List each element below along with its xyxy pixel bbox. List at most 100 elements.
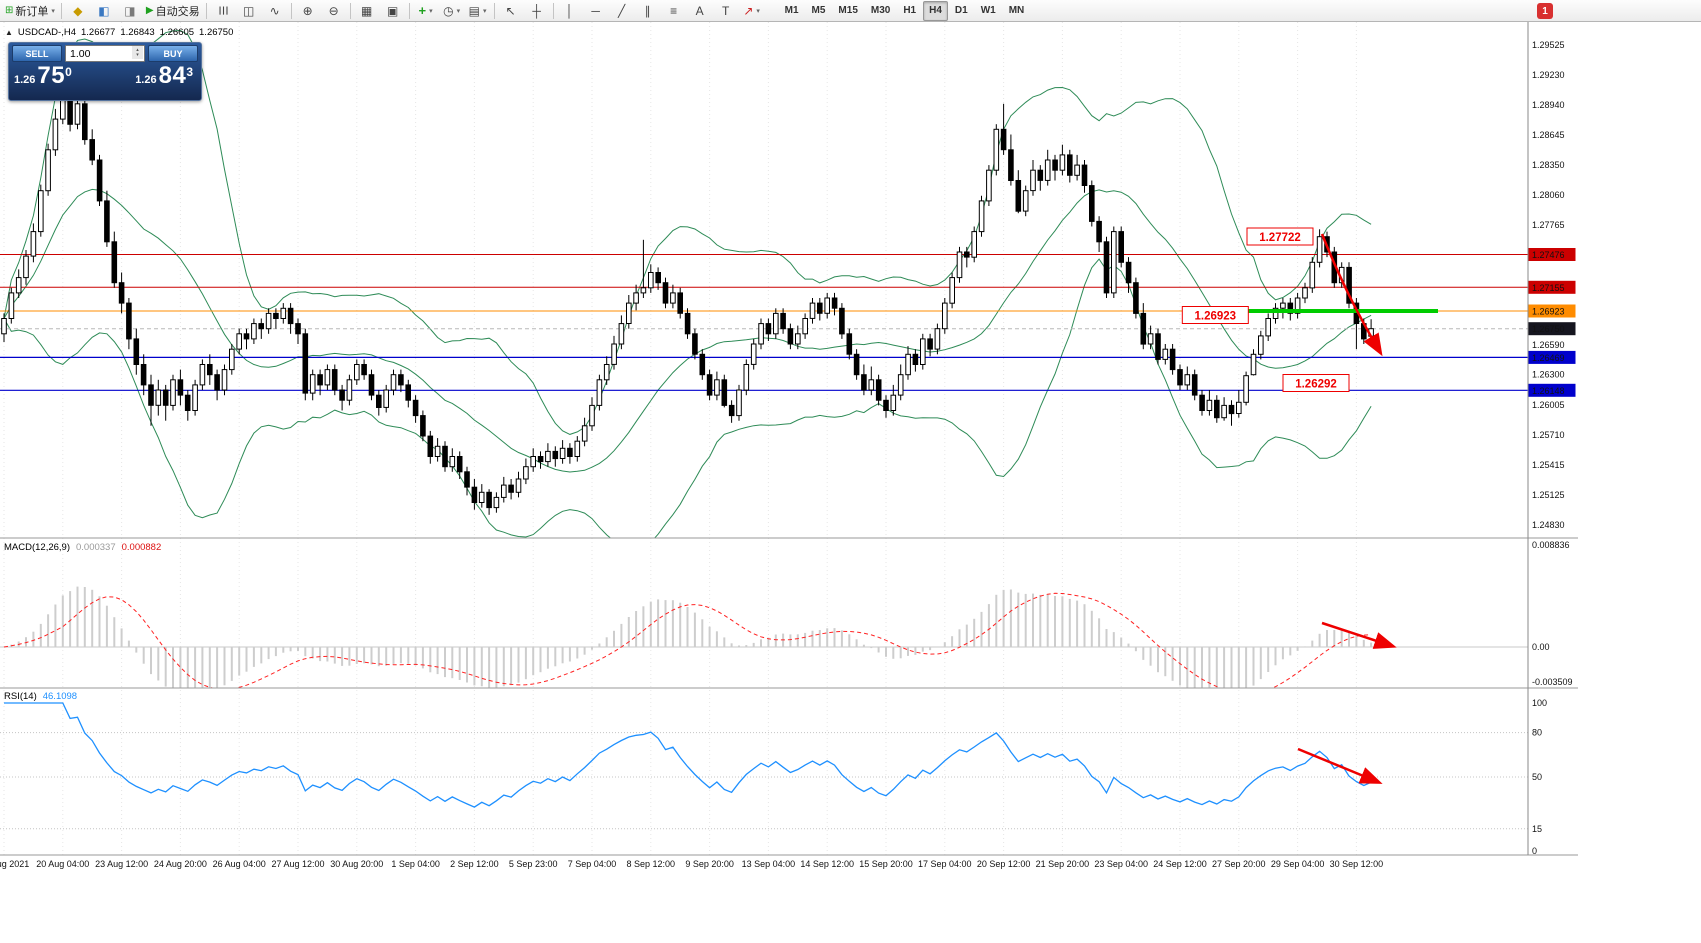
rsi-name: RSI(14) [4, 691, 37, 702]
trendline-tool-button[interactable]: ╱ [609, 1, 635, 21]
separator [408, 2, 410, 19]
candle [765, 323, 772, 335]
rsi-axis-label: 0 [1532, 846, 1537, 856]
candle [339, 389, 345, 401]
bid-price[interactable]: 1.26 75 0 [14, 64, 72, 88]
candle [1140, 312, 1147, 345]
cascade-windows-button[interactable]: ▣ [380, 1, 406, 21]
candle [978, 200, 985, 233]
sell-button[interactable]: SELL [12, 45, 62, 62]
rsi-axis-label: 80 [1532, 728, 1542, 738]
price-axis-label: 1.26300 [1532, 370, 1565, 380]
candle [1059, 154, 1066, 171]
time-label: 17 Sep 04:00 [918, 859, 972, 869]
timeframe-m5[interactable]: M5 [811, 5, 826, 16]
candle [155, 389, 162, 406]
candle [1243, 375, 1249, 403]
crosshair-tool-button[interactable]: ┼ [524, 1, 550, 21]
crosshair-icon: ┼ [532, 3, 541, 18]
period-button[interactable]: ◷ ▾ [439, 1, 465, 21]
candle [677, 292, 684, 314]
candle [331, 369, 338, 391]
zoom-in-button[interactable]: ⊕ [295, 1, 321, 21]
candle [1037, 169, 1044, 181]
rsi-layer [0, 702, 1528, 830]
timeframe-d1[interactable]: D1 [954, 5, 968, 16]
candle [295, 323, 301, 335]
candle [817, 302, 823, 314]
candlestick-chart-button[interactable]: ◫ [236, 1, 262, 21]
candle [346, 379, 353, 401]
timeframe-m1[interactable]: M1 [784, 5, 799, 16]
spinner-up-icon: ▴ [136, 46, 139, 53]
candle [287, 307, 294, 325]
timeframe-w1[interactable]: W1 [980, 5, 996, 16]
template-button[interactable]: ▤ ▾ [465, 1, 491, 21]
horizontal-line-tool-button[interactable]: ─ [583, 1, 609, 21]
candle [52, 118, 59, 151]
timeframe-m30[interactable]: M30 [870, 5, 891, 16]
volume-spinner[interactable]: ▴ ▾ [132, 46, 143, 59]
candle [934, 328, 941, 350]
cursor-tool-button[interactable]: ↖ [498, 1, 524, 21]
data-window-button[interactable]: ◧ [91, 1, 117, 21]
bollinger-upper-line [3, 29, 1372, 435]
candle [192, 384, 198, 411]
candle [1133, 282, 1139, 314]
one-click-panel-toggle[interactable]: ▲ [5, 28, 13, 37]
candle [273, 312, 279, 319]
candle [118, 282, 125, 304]
tile-windows-button[interactable]: ▦ [354, 1, 380, 21]
terminal-button[interactable]: ◨ [117, 1, 143, 21]
time-label: 24 Aug 20:00 [154, 859, 207, 869]
fibonacci-tool-button[interactable]: ≡ [661, 1, 687, 21]
candle [714, 379, 720, 396]
candle [1044, 159, 1051, 181]
new-order-button[interactable]: ⊞ 新订单 ▾ [2, 1, 58, 21]
candle [1125, 261, 1132, 284]
autotrading-button[interactable]: ▶ 自动交易 [143, 1, 203, 21]
chevron-down-icon: ▾ [483, 7, 487, 15]
candle [559, 447, 566, 459]
candle [280, 307, 287, 319]
timeframe-h1[interactable]: H1 [903, 5, 917, 16]
arrows-tool-button[interactable]: ↗ ▾ [739, 1, 765, 21]
macd-axis-label: 0.008836 [1532, 540, 1570, 550]
candle [170, 379, 176, 406]
bar-chart-button[interactable]: ☰ [210, 1, 236, 21]
price-tag-text: 1.26469 [1532, 353, 1565, 363]
candle [376, 394, 382, 409]
ask-price[interactable]: 1.26 84 3 [135, 64, 193, 88]
macd-signal-line [3, 592, 1372, 688]
ask-big-digits: 84 [158, 62, 187, 89]
toolbar: ⊞ 新订单 ▾ ◆ ◧ ◨ ▶ 自动交易 ☰ ◫ ∿ ⊕ [0, 0, 1701, 22]
chart-canvas[interactable]: 1.27722 1.26923 1.26292 18 Aug 2021 20 Aug 0… [0, 22, 1578, 943]
text-tool-button[interactable]: A [687, 1, 713, 21]
candle [508, 484, 514, 493]
new-chart-button[interactable]: + ▾ [413, 1, 439, 21]
arrow-tool-icon: ↗ [743, 3, 754, 18]
notification-badge[interactable]: 1 [1537, 3, 1553, 19]
buy-button[interactable]: BUY [148, 45, 198, 62]
chevron-down-icon: ▾ [756, 7, 760, 15]
channel-tool-button[interactable]: ∥ [635, 1, 661, 21]
timeframe-mn[interactable]: MN [1008, 5, 1025, 16]
vertical-line-tool-button[interactable]: │ [557, 1, 583, 21]
timeframe-h4[interactable]: H4 [923, 0, 948, 21]
market-watch-icon: ◆ [73, 3, 83, 18]
candle [383, 389, 389, 408]
line-chart-button[interactable]: ∿ [262, 1, 288, 21]
candle [324, 369, 331, 386]
volume-input[interactable] [68, 46, 132, 61]
candle [1302, 287, 1308, 299]
label-tool-button[interactable]: T [713, 1, 739, 21]
candle [1287, 302, 1294, 314]
candle [942, 302, 948, 330]
candle [670, 292, 676, 304]
candle [537, 456, 544, 463]
candle [1206, 399, 1213, 411]
zoom-out-button[interactable]: ⊖ [321, 1, 347, 21]
time-label: 15 Sep 20:00 [859, 859, 913, 869]
market-watch-button[interactable]: ◆ [65, 1, 91, 21]
timeframe-m15[interactable]: M15 [838, 5, 858, 16]
